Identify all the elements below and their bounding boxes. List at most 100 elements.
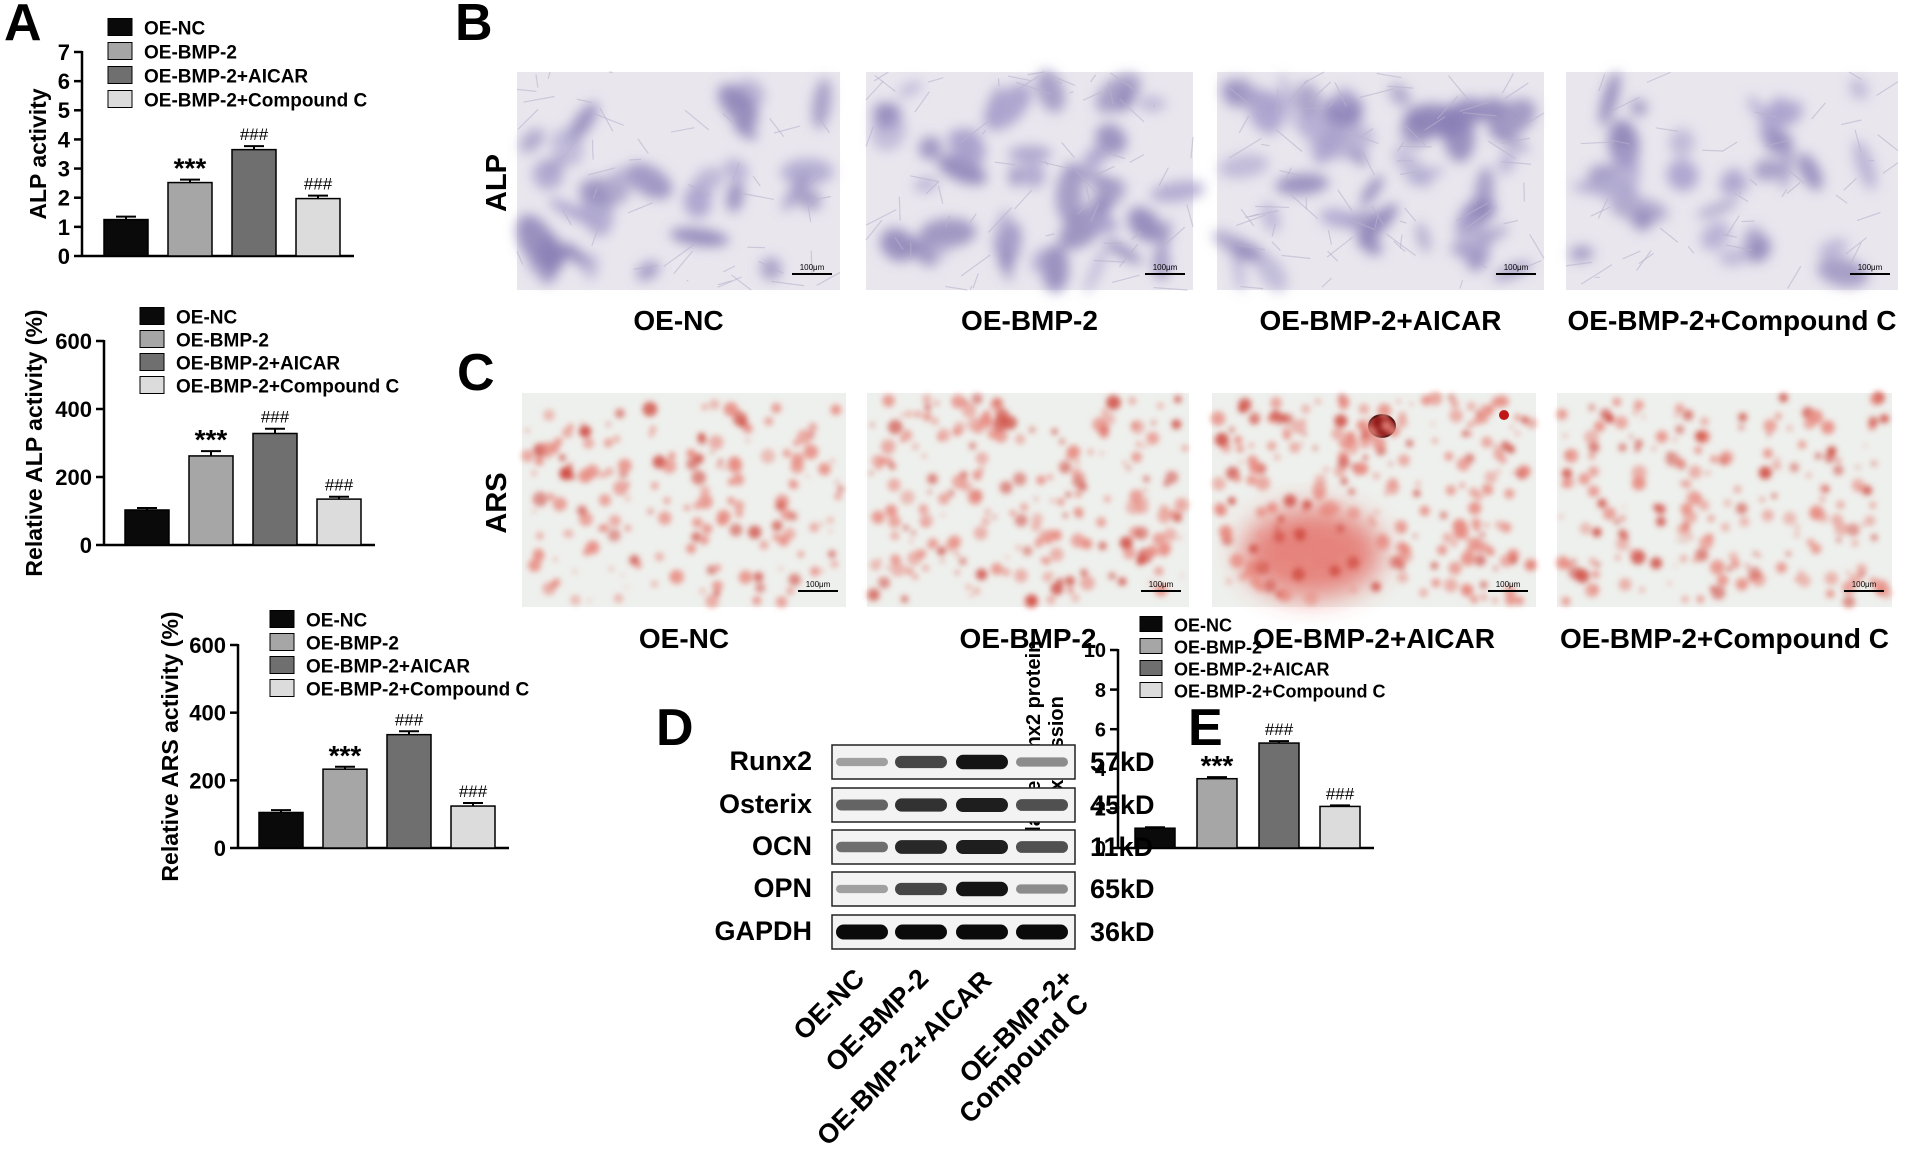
legend-label: OE-BMP-2+Compound C — [1174, 681, 1386, 701]
scale-bar-label: 100μm — [1496, 580, 1521, 589]
y-tick-label: 600 — [189, 633, 226, 658]
legend-swatch — [269, 679, 295, 697]
protein-label: GAPDH — [714, 916, 812, 946]
y-tick-label: 600 — [55, 329, 92, 354]
bar-oe-bmp-2 — [188, 455, 234, 546]
alp-group-label: OE-BMP-2+Compound C — [1568, 305, 1897, 336]
scale-bar-label: 100μm — [1852, 580, 1877, 589]
panel-letter-c: C — [457, 344, 495, 402]
legend-swatch — [139, 376, 165, 394]
significance-label: ### — [395, 710, 424, 729]
significance-label: ### — [261, 408, 290, 427]
bar-oe-bmp-2 — [167, 181, 213, 257]
y-tick-label: 0 — [214, 836, 226, 861]
y-axis-label: ALP activity — [25, 88, 51, 219]
micrograph-background — [1557, 393, 1892, 607]
legend-label: OE-BMP-2+AICAR — [306, 657, 470, 678]
bar-oe-bmp-2-aicar — [231, 148, 277, 257]
scale-bar-label: 100μm — [1153, 263, 1178, 272]
blot-band — [956, 754, 1008, 770]
blot-band — [1016, 757, 1068, 767]
legend-label: OE-BMP-2 — [144, 43, 237, 64]
ars-row-label: ARS — [481, 472, 513, 533]
panel-letter-d: D — [656, 699, 694, 757]
scale-bar-label: 100μm — [1858, 263, 1883, 272]
y-tick-label: 6 — [58, 69, 70, 94]
ars-group-label: OE-BMP-2+Compound C — [1560, 623, 1889, 654]
panel-letter-b: B — [455, 0, 493, 52]
ars-micrograph-3: 100μm — [1210, 391, 1537, 607]
bar-oe-bmp-2-aicar — [386, 733, 432, 849]
molecular-weight-label: 36kD — [1090, 917, 1155, 947]
cell-fibers — [1228, 71, 1545, 290]
y-tick-label: 400 — [189, 701, 226, 726]
y-tick-label: 4 — [1095, 759, 1107, 781]
legend-label: OE-BMP-2+AICAR — [176, 354, 340, 375]
significance-label: *** — [195, 424, 228, 455]
bar-oe-bmp-2-aicar — [252, 432, 298, 546]
legend-label: OE-BMP-2+AICAR — [144, 67, 308, 88]
ars-micrograph-4: 100μm — [1556, 391, 1892, 609]
stained-deposits — [521, 399, 844, 609]
molecular-weight-label: 65kD — [1090, 874, 1155, 904]
y-tick-label: 0 — [1095, 838, 1106, 860]
ars-micrograph-2: 100μm — [867, 393, 1189, 609]
bar-oe-bmp-2-compound-c — [450, 805, 496, 849]
bar-oe-bmp-2 — [1196, 777, 1238, 849]
alp-micrograph-4: 100μm — [1565, 71, 1899, 290]
legend-swatch — [269, 633, 295, 651]
alp-micrograph-3: 100μm — [1212, 71, 1545, 292]
mineral-nodule — [1499, 410, 1509, 420]
legend-swatch — [107, 42, 133, 60]
legend-swatch — [269, 656, 295, 674]
y-tick-label: 0 — [58, 244, 70, 269]
legend-label: OE-NC — [306, 611, 368, 632]
y-tick-label: 3 — [58, 156, 70, 181]
legend-swatch — [1139, 660, 1163, 676]
bar-oe-bmp-2-compound-c — [1319, 805, 1361, 849]
legend-swatch — [139, 353, 165, 371]
scale-bar-label: 100μm — [1149, 580, 1174, 589]
alp-micrograph-2: 100μm — [865, 69, 1206, 294]
y-tick-label: 200 — [55, 465, 92, 490]
bar-oe-bmp-2 — [322, 768, 368, 849]
blot-band — [836, 799, 888, 811]
y-tick-label: 400 — [55, 397, 92, 422]
legend-label: OE-NC — [1174, 615, 1232, 635]
blot-band — [836, 924, 888, 940]
legend-label: OE-NC — [144, 19, 206, 40]
stained-deposits — [867, 393, 1189, 609]
protein-label: OPN — [753, 873, 812, 903]
blot-band — [1016, 884, 1068, 894]
blot-band — [1016, 799, 1068, 811]
protein-label: Osterix — [719, 789, 812, 819]
alp-micrograph-1: 100μm — [516, 71, 841, 291]
stained-cells — [1212, 74, 1536, 292]
y-tick-label: 5 — [58, 98, 70, 123]
ars-group-label: OE-BMP-2 — [960, 623, 1097, 654]
legend-swatch — [1139, 682, 1163, 698]
legend-label: OE-BMP-2+Compound C — [306, 680, 530, 701]
y-tick-label: 200 — [189, 768, 226, 793]
legend-swatch — [139, 307, 165, 325]
ars-micrograph-1: 100μm — [521, 393, 846, 609]
ars-group-label: OE-NC — [639, 623, 729, 654]
chart-relative-alp-activity: 0 200 400 600 Relative ALP activity (%) *** ##… — [21, 307, 400, 577]
blot-band — [956, 881, 1008, 897]
significance-label: ### — [1326, 784, 1355, 803]
cell-fibers — [516, 71, 841, 291]
y-tick-label: 2 — [58, 186, 70, 211]
western-blot: Runx2 57kD Osterix 45kD OCN 11kD OPN 65kD GAPDH 3… — [714, 744, 1155, 1151]
alp-micrograph-row: 100μm OE-NC 100μm OE-BMP-2 100μm OE-BMP-2+AIC… — [516, 69, 1899, 336]
protein-label: OCN — [752, 831, 812, 861]
y-axis-label: Relative ALP activity (%) — [21, 309, 47, 576]
stained-cells — [516, 78, 834, 284]
legend-swatch — [107, 18, 133, 36]
y-axis-label: Relative ARS activity (%) — [157, 611, 183, 881]
legend-label: OE-BMP-2 — [1174, 637, 1262, 657]
significance-label: *** — [174, 153, 207, 184]
cell-fibers — [865, 71, 1194, 291]
molecular-weight-label: 45kD — [1090, 790, 1155, 820]
bar-oe-bmp-2-compound-c — [316, 498, 362, 546]
